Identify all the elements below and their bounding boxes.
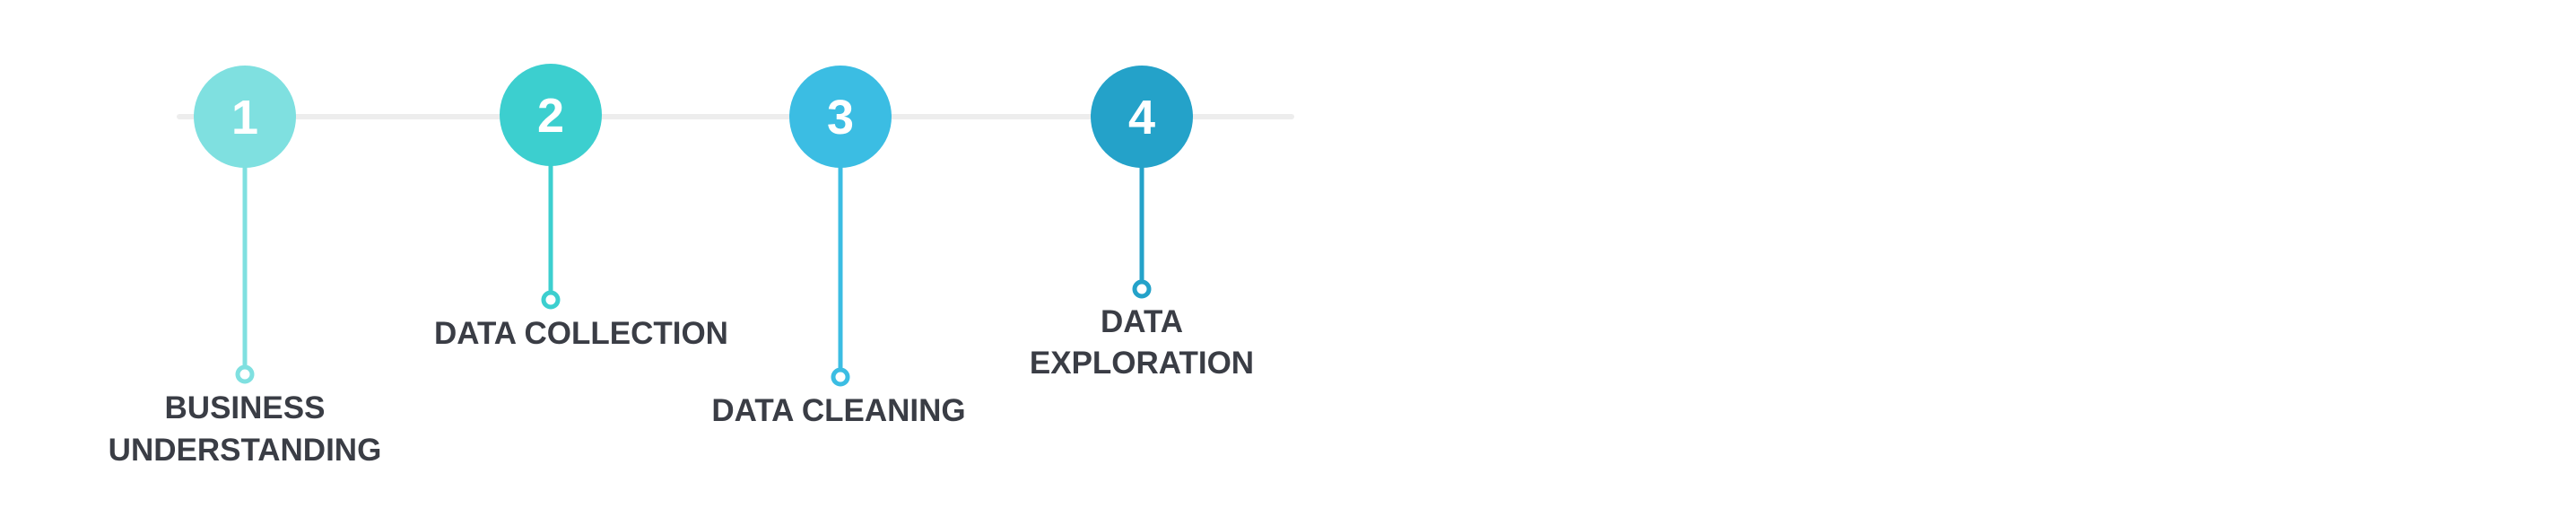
- step-1: 1 BUSINESS UNDERSTANDING: [109, 66, 382, 468]
- step-1-number: 1: [231, 91, 258, 145]
- step-4-stem-end-dot: [1132, 279, 1152, 299]
- step-4-label-line-1: DATA: [1101, 304, 1183, 339]
- step-1-circle: [194, 66, 296, 168]
- step-2: 2 DATA COLLECTION: [434, 64, 728, 351]
- step-4-number: 4: [1128, 91, 1155, 145]
- step-2-circle: [500, 64, 602, 166]
- step-3-label-line-1: DATA CLEANING: [711, 393, 965, 428]
- step-4-label-line-2: EXPLORATION: [1030, 346, 1254, 381]
- step-3: 3 DATA CLEANING: [711, 66, 966, 428]
- step-2-label-line-1: DATA COLLECTION: [434, 316, 728, 351]
- step-1-stem-end-dot: [235, 364, 255, 384]
- step-2-stem-end-dot: [541, 290, 561, 310]
- step-3-stem-end-dot: [831, 367, 850, 387]
- step-2-number: 2: [537, 89, 564, 143]
- step-4: 4 DATA EXPLORATION: [1030, 66, 1254, 381]
- step-3-circle: [789, 66, 892, 168]
- step-1-label-line-2: UNDERSTANDING: [109, 433, 382, 468]
- step-1-label-line-1: BUSINESS: [165, 390, 326, 425]
- step-4-circle: [1091, 66, 1193, 168]
- step-3-number: 3: [827, 91, 854, 145]
